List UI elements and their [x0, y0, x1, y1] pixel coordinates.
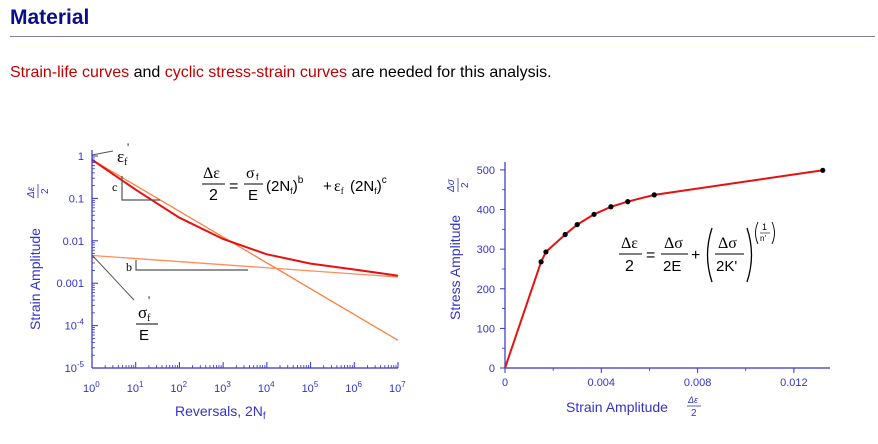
svg-text:σ: σ — [246, 165, 255, 182]
cyclic-y-tick-label: 300 — [477, 244, 495, 256]
svg-text:2: 2 — [460, 182, 471, 188]
svg-text:Δε: Δε — [26, 186, 37, 199]
cyclic-stress-strain-chart: 0 0.004 0.008 0.012 0 100 200 300 400 500 Strain … — [446, 162, 830, 419]
svg-text:2: 2 — [40, 188, 51, 194]
sigmaf-leader-line — [91, 254, 135, 301]
svg-text:Δε: Δε — [621, 235, 638, 252]
sigmaf-label: σf — [138, 303, 151, 324]
cyclic-data-point — [562, 231, 568, 238]
svg-text:n': n' — [760, 234, 766, 243]
strain-life-chart: 100 101 102 103 104 105 106 107 1 0.1 0.01 0.001 10-… — [26, 140, 406, 422]
cyclic-y-tick-label: 0 — [489, 363, 495, 375]
cyclic-data-point — [651, 192, 657, 198]
cyclic-data-point — [574, 221, 580, 228]
plastic-strain-line — [91, 159, 399, 341]
x-tick-label: 100 — [83, 380, 100, 395]
y-tick-label: 0.1 — [69, 193, 84, 205]
x-tick-label: 106 — [345, 380, 362, 395]
epsf-leader-line — [91, 150, 114, 156]
cyclic-data-point — [543, 249, 549, 255]
y-tick-label: 10-5 — [65, 360, 85, 375]
svg-text:Δσ: Δσ — [718, 235, 737, 252]
cyclic-x-tick-label: 0.004 — [588, 377, 616, 389]
y-tick-label: 10-4 — [65, 318, 85, 333]
cyclic-data-point — [625, 199, 631, 205]
svg-text:Δσ: Δσ — [664, 235, 683, 252]
total-strain-line — [91, 158, 399, 277]
svg-text:E: E — [248, 187, 258, 204]
epsf-prime: ' — [127, 140, 129, 154]
title-underline — [10, 36, 875, 37]
cyclic-y-title: Stress Amplitude Δσ 2 — [446, 178, 471, 320]
svg-text:+: + — [323, 178, 332, 195]
epsf-label: εf — [117, 147, 128, 168]
sigmaf-prime: ' — [148, 293, 150, 307]
x-tick-label: 102 — [170, 380, 187, 395]
svg-text:Strain Amplitude: Strain Amplitude — [27, 228, 43, 330]
svg-text:=: = — [646, 247, 655, 264]
b-label: b — [126, 260, 132, 274]
y-tick-label: 0.01 — [63, 236, 84, 248]
cyclic-y-tick-label: 100 — [477, 323, 495, 335]
cyclic-y-tick-label: 200 — [477, 284, 495, 296]
svg-text:(2Nf)b: (2Nf)b — [266, 175, 304, 196]
cyclic-data-point — [608, 204, 614, 210]
svg-text:=: = — [229, 178, 238, 195]
modulus-E-label: E — [139, 327, 149, 344]
intro-text-part1: and — [129, 64, 165, 81]
cyclic-data-point — [820, 167, 826, 173]
x-tick-label: 104 — [258, 380, 275, 395]
y-tick-label: 0.001 — [56, 278, 84, 290]
svg-text:Strain Amplitude: Strain Amplitude — [566, 399, 668, 415]
strain-life-link[interactable]: Strain-life curves — [10, 64, 130, 81]
svg-text:(2Nf)c: (2Nf)c — [350, 175, 387, 196]
svg-text:2E: 2E — [663, 258, 681, 275]
x-tick-label: 105 — [302, 380, 319, 395]
svg-text:2: 2 — [625, 258, 634, 275]
svg-text:Δε: Δε — [687, 395, 699, 405]
page-title: Material — [10, 6, 90, 29]
x-tick-label: 107 — [389, 380, 406, 395]
svg-text:+: + — [691, 247, 700, 264]
cyclic-equation: Δε 2 = Δσ 2E + Δσ 2K' 1 n' — [619, 221, 775, 283]
svg-text:1: 1 — [762, 222, 767, 232]
x-tick-label: 101 — [127, 380, 144, 395]
cyclic-x-tick-label: 0 — [502, 377, 508, 389]
b-slope-triangle — [135, 260, 248, 271]
strain-life-x-title: Reversals, 2Nf — [175, 403, 266, 422]
svg-text:2: 2 — [691, 408, 697, 419]
svg-text:f: f — [256, 172, 259, 182]
intro-text: Strain-life curves and cyclic stress-str… — [10, 64, 552, 82]
strain-life-y-title: Strain Amplitude Δε 2 — [26, 184, 51, 330]
elastic-strain-line — [91, 254, 399, 278]
cyclic-y-tick-label: 500 — [477, 165, 495, 177]
x-tick-label: 103 — [214, 380, 231, 395]
cyclic-data-point — [591, 211, 597, 217]
strain-life-equation: Δε 2 = σ f E (2Nf)b + εf (2Nf)c — [202, 165, 387, 204]
svg-text:2: 2 — [209, 187, 218, 204]
c-label: c — [112, 180, 117, 194]
cyclic-x-tick-label: 0.012 — [780, 377, 808, 389]
cyclic-y-tick-label: 400 — [477, 205, 495, 217]
svg-text:εf: εf — [334, 178, 344, 196]
cyclic-data-point — [538, 259, 544, 265]
cyclic-curve-line — [504, 169, 823, 369]
cyclic-x-title: Strain Amplitude Δε 2 — [566, 395, 701, 419]
svg-text:2K': 2K' — [716, 258, 737, 275]
cyclic-x-tick-label: 0.008 — [684, 377, 712, 389]
y-tick-label: 1 — [78, 151, 84, 163]
intro-text-part2: are needed for this analysis. — [347, 64, 552, 81]
svg-text:Stress Amplitude: Stress Amplitude — [447, 215, 463, 320]
svg-text:Δε: Δε — [203, 165, 220, 182]
c-slope-triangle — [121, 176, 160, 201]
svg-text:Δσ: Δσ — [446, 178, 457, 193]
cyclic-curves-link[interactable]: cyclic stress-strain curves — [164, 64, 347, 81]
